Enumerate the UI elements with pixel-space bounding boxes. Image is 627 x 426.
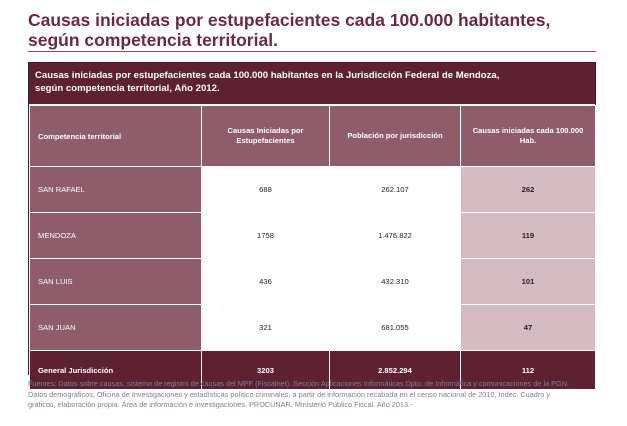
caption-divider (29, 104, 595, 105)
header-population: Población por jurisdicción (329, 105, 461, 167)
table-caption: Causas iniciadas por estupefacientes cad… (35, 69, 587, 95)
source-footnote: Fuentes: Datos sobre causas, sistema de … (28, 379, 600, 411)
row-rate: 101 (460, 258, 596, 305)
page-title: Causas iniciadas por estupefacientes cad… (28, 10, 608, 50)
page-title-line-2: según competencia territorial. (28, 30, 278, 50)
footnote-line-1: Fuentes: Datos sobre causas, sistema de … (28, 379, 570, 388)
row-population: 262.107 (329, 166, 461, 213)
footnote-line-2: Datos demográficos, Oficina de Investiga… (28, 389, 551, 399)
row-causes: 436 (201, 258, 330, 305)
row-population: 432.310 (329, 258, 461, 305)
row-territory: SAN RAFAEL (29, 166, 202, 213)
row-rate: 47 (460, 304, 596, 351)
total-rate: 112 (460, 350, 596, 390)
header-causes: Causas Iniciadas por Estupefacientes (201, 105, 330, 167)
table-caption-line-2: según competencia territorial, Año 2012. (35, 83, 220, 94)
table-row: MENDOZA 1758 1.476.822 119 (29, 212, 596, 259)
row-causes: 321 (201, 304, 330, 351)
row-population: 1.476.822 (329, 212, 461, 259)
row-rate: 119 (460, 212, 596, 259)
header-rate: Causas iniciadas cada 100.000 Hab. (460, 105, 596, 167)
row-territory: SAN JUAN (29, 304, 202, 351)
table-total-row: General Jurisdicción 3203 2.852.294 112 (29, 350, 596, 390)
total-label: General Jurisdicción (29, 350, 202, 390)
row-causes: 688 (201, 166, 330, 213)
row-population: 681.055 (329, 304, 461, 351)
row-causes: 1758 (201, 212, 330, 259)
title-divider (28, 51, 596, 52)
footnote-line-3: gráficos, elaboración propia. Área de in… (28, 400, 413, 409)
data-table-panel: Causas iniciadas por estupefacientes cad… (28, 62, 596, 390)
table-row: SAN JUAN 321 681.055 47 (29, 304, 596, 351)
table-header-row: Competencia territorial Causas Iniciadas… (29, 105, 596, 167)
page-title-line-1: Causas iniciadas por estupefacientes cad… (28, 10, 551, 30)
table-caption-line-1: Causas iniciadas por estupefacientes cad… (35, 70, 500, 81)
table-row: SAN LUIS 436 432.310 101 (29, 258, 596, 305)
row-territory: MENDOZA (29, 212, 202, 259)
data-table: Competencia territorial Causas Iniciadas… (29, 105, 596, 390)
header-territory: Competencia territorial (29, 105, 202, 167)
table-row: SAN RAFAEL 688 262.107 262 (29, 166, 596, 213)
total-causes: 3203 (201, 350, 330, 390)
row-territory: SAN LUIS (29, 258, 202, 305)
row-rate: 262 (460, 166, 596, 213)
total-population: 2.852.294 (329, 350, 461, 390)
